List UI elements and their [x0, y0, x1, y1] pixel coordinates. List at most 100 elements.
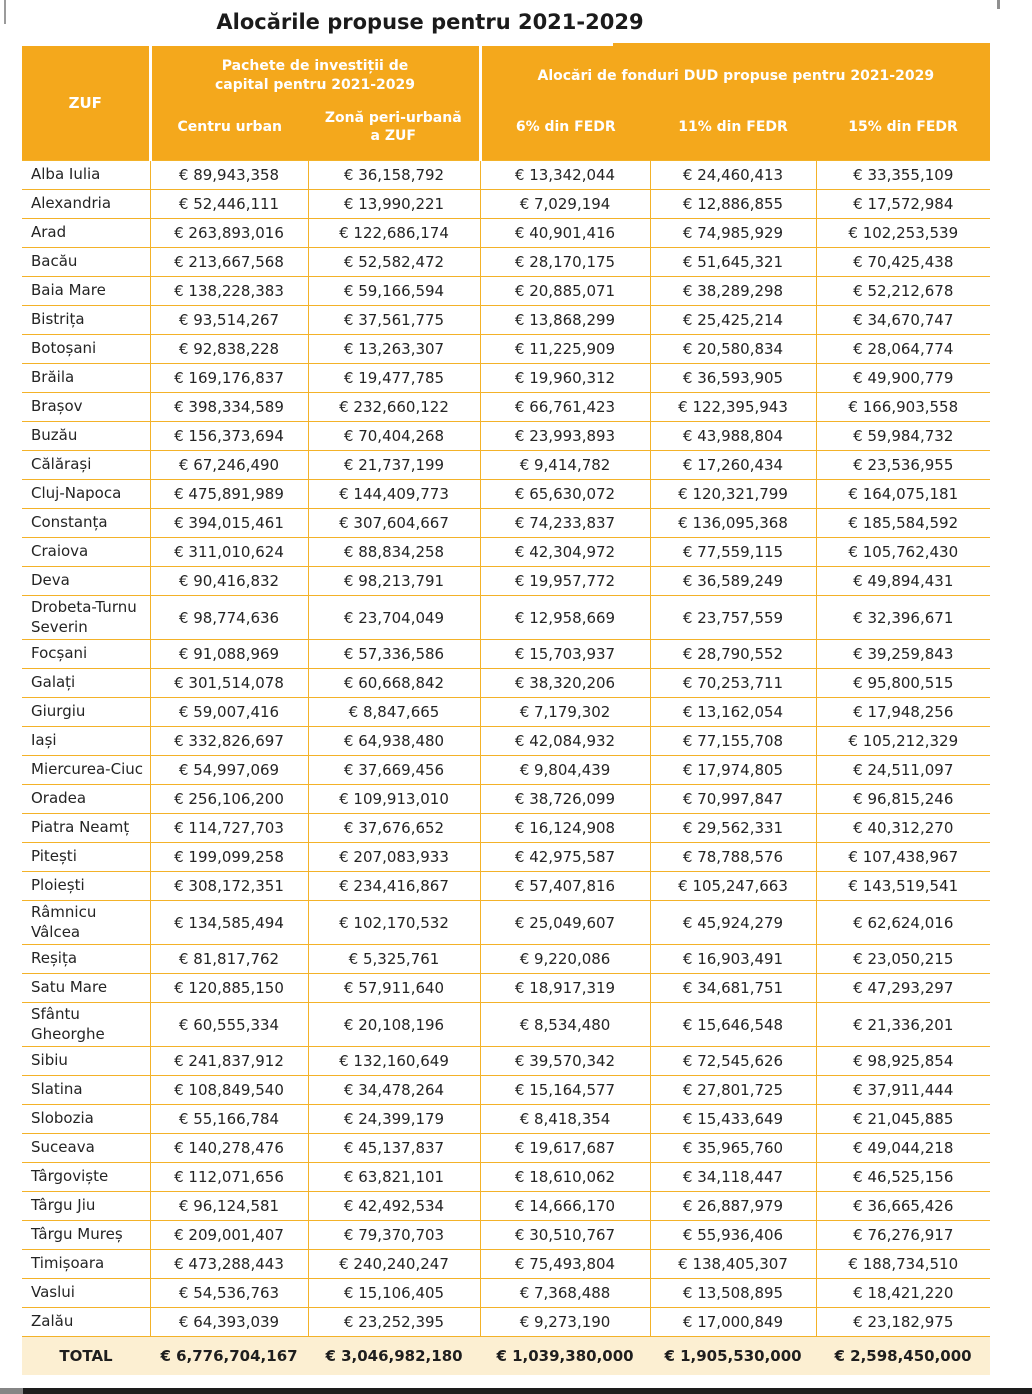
value-cell: € 64,393,039 [149, 1307, 308, 1337]
value-cell: € 105,762,430 [815, 537, 991, 567]
table-row: Galați € 301,514,078 € 60,668,842 € 38,320… [22, 668, 991, 698]
table-row: Drobeta-Turnu Severin € 98,774,636 € 23,7… [22, 595, 991, 640]
value-cell: € 30,510,767 [479, 1220, 651, 1250]
value-cell: € 37,561,775 [307, 305, 481, 335]
zuf-cell: Bacău [22, 247, 150, 277]
total-label: TOTAL [22, 1336, 150, 1375]
column-header-6-fedr: 6% din FEDR [478, 102, 651, 161]
value-cell: € 57,336,586 [307, 639, 481, 669]
value-cell: € 19,957,772 [479, 566, 651, 596]
value-cell: € 23,993,893 [479, 421, 651, 451]
table-row: Bacău € 213,667,568 € 52,582,472 € 28,170,… [22, 247, 991, 277]
zuf-cell: Miercurea-Ciuc [22, 755, 150, 785]
value-cell: € 78,788,576 [649, 842, 817, 872]
value-cell: € 209,001,407 [149, 1220, 308, 1250]
zuf-cell: Brăila [22, 363, 150, 393]
value-cell: € 70,253,711 [649, 668, 817, 698]
total-row: TOTAL € 6,776,704,167 € 3,046,982,180 € … [22, 1336, 991, 1375]
zuf-cell: Râmnicu Vâlcea [22, 900, 150, 945]
zuf-cell: Cluj-Napoca [22, 479, 150, 509]
value-cell: € 213,667,568 [149, 247, 308, 277]
allocations-table-wrap: ZUF Pachete de investiții de capital pen… [22, 43, 992, 1375]
value-cell: € 15,106,405 [307, 1278, 481, 1308]
value-cell: € 164,075,181 [815, 479, 991, 509]
total-value-cell: € 6,776,704,167 [150, 1336, 308, 1375]
zuf-cell: Brașov [22, 392, 150, 422]
value-cell: € 16,124,908 [479, 813, 651, 843]
value-cell: € 38,289,298 [649, 276, 817, 306]
value-cell: € 79,370,703 [307, 1220, 481, 1250]
value-cell: € 59,007,416 [149, 697, 308, 727]
column-header-centru-urban: Centru urban [148, 102, 308, 161]
value-cell: € 40,901,416 [479, 218, 651, 248]
value-cell: € 17,948,256 [815, 697, 991, 727]
value-cell: € 42,492,534 [307, 1191, 481, 1221]
window-edge-tick-right [997, 0, 1000, 9]
zuf-cell: Deva [22, 566, 150, 596]
value-cell: € 42,975,587 [479, 842, 651, 872]
value-cell: € 66,761,423 [479, 392, 651, 422]
value-cell: € 42,084,932 [479, 726, 651, 756]
value-cell: € 36,158,792 [307, 160, 481, 190]
value-cell: € 45,924,279 [649, 900, 817, 945]
value-cell: € 81,817,762 [149, 944, 308, 974]
table-body: Alba Iulia € 89,943,358 € 36,158,792 € 13,… [22, 160, 991, 1337]
value-cell: € 256,106,200 [149, 784, 308, 814]
value-cell: € 19,477,785 [307, 363, 481, 393]
value-cell: € 98,925,854 [815, 1046, 991, 1076]
value-cell: € 43,988,804 [649, 421, 817, 451]
value-cell: € 35,965,760 [649, 1133, 817, 1163]
table-row: Iași € 332,826,697 € 64,938,480 € 42,084,9… [22, 726, 991, 756]
column-group-dud-allocations: Alocări de fonduri DUD propuse pentru 20… [478, 43, 992, 102]
value-cell: € 17,000,849 [649, 1307, 817, 1337]
table-row: Focșani € 91,088,969 € 57,336,586 € 15,703… [22, 639, 991, 669]
value-cell: € 105,212,329 [815, 726, 991, 756]
window-bottom-bar-corner [0, 1388, 23, 1394]
value-cell: € 13,162,054 [649, 697, 817, 727]
value-cell: € 62,624,016 [815, 900, 991, 945]
value-cell: € 57,911,640 [307, 973, 481, 1003]
table-row: Botoșani € 92,838,228 € 13,263,307 € 11,22… [22, 334, 991, 364]
value-cell: € 15,433,649 [649, 1104, 817, 1134]
value-cell: € 28,064,774 [815, 334, 991, 364]
value-cell: € 60,555,334 [149, 1002, 308, 1047]
value-cell: € 49,900,779 [815, 363, 991, 393]
table-row: Vaslui € 54,536,763 € 15,106,405 € 7,368,4… [22, 1278, 991, 1308]
column-group-capital-investments: Pachete de investiții de capital pentru … [148, 46, 481, 102]
zuf-cell: Focșani [22, 639, 150, 669]
value-cell: € 234,416,867 [307, 871, 481, 901]
zuf-cell: Zalău [22, 1307, 150, 1337]
value-cell: € 122,686,174 [307, 218, 481, 248]
value-cell: € 12,958,669 [479, 595, 651, 640]
value-cell: € 108,849,540 [149, 1075, 308, 1105]
value-cell: € 36,665,426 [815, 1191, 991, 1221]
value-cell: € 33,355,109 [815, 160, 991, 190]
zuf-cell: Constanța [22, 508, 150, 538]
value-cell: € 105,247,663 [649, 871, 817, 901]
total-value-cell: € 2,598,450,000 [816, 1336, 991, 1375]
value-cell: € 9,220,086 [479, 944, 651, 974]
value-cell: € 109,913,010 [307, 784, 481, 814]
value-cell: € 107,438,967 [815, 842, 991, 872]
value-cell: € 9,273,190 [479, 1307, 651, 1337]
table-row: Deva € 90,416,832 € 98,213,791 € 19,957,77… [22, 566, 991, 596]
value-cell: € 77,155,708 [649, 726, 817, 756]
value-cell: € 55,936,406 [649, 1220, 817, 1250]
table-row: Buzău € 156,373,694 € 70,404,268 € 23,993,… [22, 421, 991, 451]
table-row: Satu Mare € 120,885,150 € 57,911,640 € 18,… [22, 973, 991, 1003]
value-cell: € 23,252,395 [307, 1307, 481, 1337]
value-cell: € 20,885,071 [479, 276, 651, 306]
value-cell: € 9,804,439 [479, 755, 651, 785]
value-cell: € 54,997,069 [149, 755, 308, 785]
value-cell: € 473,288,443 [149, 1249, 308, 1279]
value-cell: € 37,676,652 [307, 813, 481, 843]
table-row: Pitești € 199,099,258 € 207,083,933 € 42,9… [22, 842, 991, 872]
value-cell: € 18,610,062 [479, 1162, 651, 1192]
zuf-cell: Piatra Neamț [22, 813, 150, 843]
zuf-cell: Reșița [22, 944, 150, 974]
value-cell: € 185,584,592 [815, 508, 991, 538]
zuf-cell: Sfântu Gheorghe [22, 1002, 150, 1047]
table-row: Cluj-Napoca € 475,891,989 € 144,409,773 € … [22, 479, 991, 509]
value-cell: € 17,260,434 [649, 450, 817, 480]
table-row: Alba Iulia € 89,943,358 € 36,158,792 € 13,… [22, 160, 991, 190]
